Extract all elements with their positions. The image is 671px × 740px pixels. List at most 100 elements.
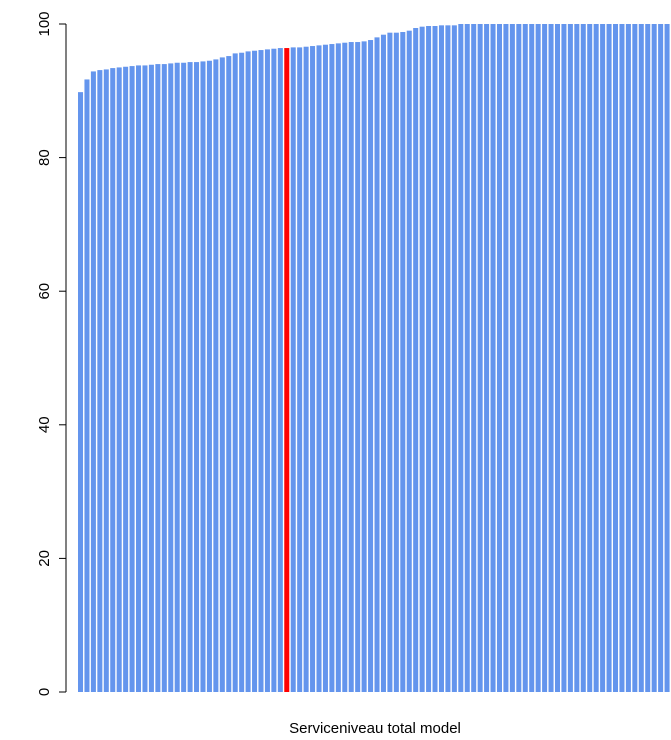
bar bbox=[271, 48, 277, 692]
bar bbox=[84, 79, 90, 693]
bar bbox=[342, 42, 348, 693]
bar bbox=[110, 68, 116, 692]
bar bbox=[213, 59, 219, 693]
bar bbox=[316, 45, 322, 693]
bar bbox=[580, 24, 586, 692]
bar bbox=[522, 24, 528, 692]
bar bbox=[155, 64, 161, 692]
bar bbox=[181, 62, 187, 692]
bar bbox=[484, 24, 490, 692]
y-tick-label: 0 bbox=[36, 688, 53, 696]
bar bbox=[451, 25, 457, 693]
bar bbox=[432, 26, 438, 692]
y-tick-label: 100 bbox=[36, 11, 53, 36]
bar bbox=[284, 48, 290, 693]
bar bbox=[574, 24, 580, 692]
bar bbox=[297, 47, 303, 692]
bar bbox=[97, 70, 103, 693]
bar bbox=[542, 24, 548, 692]
bar bbox=[426, 26, 432, 692]
bar bbox=[303, 46, 309, 693]
bar bbox=[174, 62, 180, 692]
bar bbox=[619, 24, 625, 692]
bar bbox=[277, 48, 283, 693]
bar bbox=[509, 24, 515, 692]
bar bbox=[290, 47, 296, 692]
x-axis-label: Serviceniveau total model bbox=[289, 720, 461, 737]
bar bbox=[638, 24, 644, 692]
y-tick-label: 60 bbox=[36, 283, 53, 300]
bar bbox=[116, 67, 122, 693]
bar bbox=[438, 25, 444, 693]
bar bbox=[348, 42, 354, 692]
bar bbox=[329, 44, 335, 693]
bar bbox=[516, 24, 522, 692]
bar bbox=[567, 24, 573, 692]
bar bbox=[187, 62, 193, 693]
bar bbox=[587, 24, 593, 692]
bar bbox=[529, 24, 535, 692]
bar bbox=[206, 60, 212, 693]
bar bbox=[387, 32, 393, 692]
y-tick-label: 80 bbox=[36, 149, 53, 166]
bar bbox=[464, 24, 470, 692]
bar bbox=[239, 52, 245, 692]
bar bbox=[380, 34, 386, 693]
bar bbox=[252, 50, 258, 693]
bar bbox=[148, 64, 154, 693]
bar bbox=[471, 24, 477, 692]
bar bbox=[535, 24, 541, 692]
bar bbox=[103, 69, 109, 692]
bar bbox=[335, 43, 341, 692]
bar bbox=[322, 44, 328, 692]
bar bbox=[200, 61, 206, 692]
y-tick-label: 20 bbox=[36, 550, 53, 567]
bar bbox=[445, 25, 451, 693]
bar bbox=[168, 63, 174, 693]
bar bbox=[400, 32, 406, 693]
bar bbox=[142, 65, 148, 692]
bar bbox=[651, 24, 657, 692]
bar bbox=[561, 24, 567, 692]
bar bbox=[368, 40, 374, 693]
bar bbox=[245, 51, 251, 692]
bar bbox=[264, 49, 270, 693]
bar bbox=[161, 64, 167, 692]
bar bbox=[78, 92, 84, 693]
bar bbox=[612, 24, 619, 692]
bar bbox=[496, 24, 502, 692]
bar bbox=[490, 24, 496, 692]
bar bbox=[548, 24, 554, 692]
bar bbox=[374, 37, 380, 693]
bar bbox=[664, 24, 670, 692]
bar bbox=[194, 62, 200, 693]
bar bbox=[477, 24, 483, 692]
bar bbox=[219, 57, 225, 692]
bar bbox=[625, 24, 631, 692]
bar bbox=[258, 50, 264, 692]
bar bbox=[361, 41, 367, 693]
bar bbox=[406, 30, 412, 693]
bar bbox=[503, 24, 509, 692]
bar bbox=[413, 28, 419, 693]
bar bbox=[129, 66, 135, 693]
bar bbox=[393, 32, 399, 692]
bar bbox=[136, 65, 142, 692]
bar bbox=[123, 66, 129, 692]
bar bbox=[606, 24, 612, 692]
bar bbox=[645, 24, 651, 692]
bar bbox=[593, 24, 599, 692]
y-tick-label: 40 bbox=[36, 416, 53, 433]
bar bbox=[226, 56, 232, 692]
bar bbox=[419, 26, 425, 693]
bar bbox=[554, 24, 561, 692]
bar bbox=[355, 42, 361, 692]
bar bbox=[90, 71, 96, 693]
bar bbox=[310, 46, 316, 692]
bar bbox=[458, 24, 464, 692]
bar bbox=[232, 53, 238, 693]
bar bbox=[632, 24, 638, 692]
bar bbox=[600, 24, 606, 692]
bar bbox=[658, 24, 664, 692]
